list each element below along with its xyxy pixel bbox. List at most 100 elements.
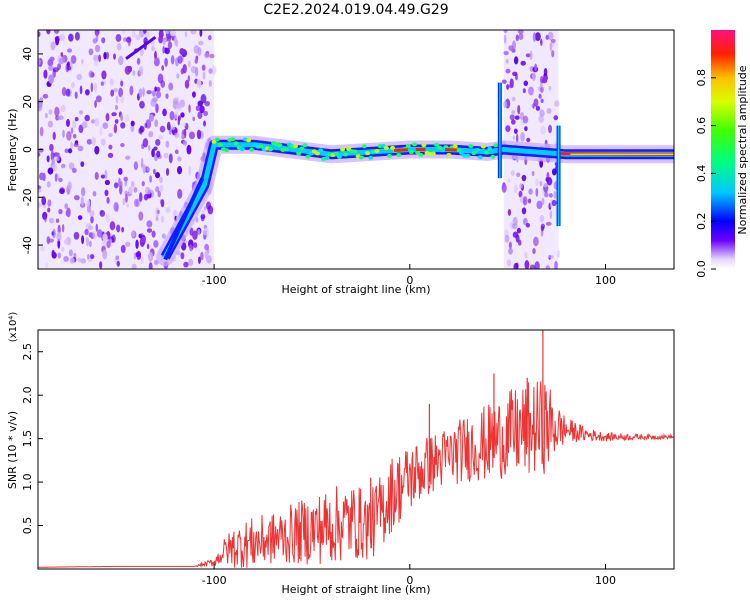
noise-blob <box>100 174 106 179</box>
noise-blob <box>540 86 544 93</box>
noise-blob <box>148 114 154 122</box>
noise-blob <box>88 225 94 230</box>
noise-blob <box>535 178 539 187</box>
noise-blob <box>121 30 126 35</box>
noise-blob <box>181 134 185 140</box>
noise-blob <box>160 199 165 208</box>
noise-blob <box>540 82 543 88</box>
noise-blob <box>515 133 519 143</box>
noise-blob <box>540 98 544 104</box>
noise-blob <box>194 58 198 64</box>
noise-blob <box>181 242 187 251</box>
noise-blob <box>99 126 103 137</box>
noise-blob <box>177 156 182 162</box>
signal-blob <box>352 149 358 154</box>
noise-blob <box>62 129 65 138</box>
noise-blob <box>88 232 93 238</box>
colorbar-tick-label: 0.2 <box>695 212 708 230</box>
noise-blob <box>60 52 64 57</box>
signal-blob <box>336 154 342 159</box>
noise-blob <box>159 184 164 192</box>
noise-blob <box>545 221 552 226</box>
noise-blob <box>148 130 154 138</box>
noise-blob <box>57 115 64 121</box>
noise-blob <box>91 136 97 145</box>
noise-blob <box>46 236 51 245</box>
signal-blob <box>324 156 330 161</box>
noise-blob <box>516 172 521 178</box>
noise-blob <box>138 211 144 221</box>
noise-blob <box>544 192 549 198</box>
noise-blob <box>513 184 519 194</box>
signal-blob <box>318 148 324 153</box>
noise-blob <box>48 109 53 115</box>
noise-blob <box>161 233 166 239</box>
noise-blob <box>154 50 157 60</box>
snr-ytick-label: 1.5 <box>21 430 34 448</box>
signal-blob <box>408 150 414 155</box>
noise-blob <box>124 155 131 160</box>
signal-blob <box>333 151 339 156</box>
noise-blob <box>516 227 522 234</box>
noise-blob <box>172 209 178 219</box>
noise-blob <box>151 148 155 158</box>
noise-blob <box>58 177 63 183</box>
noise-blob <box>540 125 546 135</box>
noise-blob <box>126 202 129 208</box>
noise-blob <box>188 104 191 113</box>
signal-blob <box>383 145 389 150</box>
noise-blob <box>512 231 519 238</box>
noise-blob <box>52 67 59 73</box>
noise-blob <box>505 125 511 132</box>
noise-blob <box>138 66 144 77</box>
noise-blob <box>143 30 147 35</box>
noise-blob <box>109 78 114 86</box>
noise-blob <box>105 113 110 122</box>
noise-blob <box>203 206 207 211</box>
noise-blob <box>39 126 44 137</box>
noise-blob <box>88 48 94 56</box>
noise-blob <box>139 125 143 135</box>
noise-blob <box>146 90 152 95</box>
noise-blob <box>123 176 129 182</box>
noise-blob <box>146 243 150 250</box>
noise-blob <box>549 41 553 52</box>
noise-blob <box>86 199 91 207</box>
noise-blob <box>73 231 80 240</box>
noise-blob <box>177 55 183 64</box>
noise-blob <box>157 190 161 198</box>
noise-blob <box>200 93 207 104</box>
signal-blob <box>299 146 305 151</box>
noise-blob <box>159 125 166 133</box>
noise-blob <box>194 66 199 77</box>
signal-blob <box>246 138 252 143</box>
noise-blob <box>100 81 105 86</box>
noise-blob <box>66 131 72 141</box>
noise-blob <box>162 39 166 46</box>
noise-blob <box>95 32 99 42</box>
noise-blob <box>188 128 192 133</box>
noise-blob <box>532 71 536 82</box>
noise-blob <box>80 196 85 206</box>
noise-blob <box>158 35 164 44</box>
noise-blob <box>41 196 47 206</box>
noise-blob <box>176 104 182 112</box>
noise-blob <box>50 149 54 159</box>
noise-blob <box>183 261 189 268</box>
noise-blob <box>120 80 124 87</box>
signal-blob <box>214 137 220 142</box>
noise-blob <box>135 34 141 41</box>
noise-blob <box>88 70 94 78</box>
noise-blob <box>151 90 156 97</box>
noise-blob <box>47 120 54 128</box>
noise-blob <box>80 187 86 197</box>
noise-blob <box>48 217 55 224</box>
signal-blob <box>415 150 421 155</box>
noise-blob <box>521 174 527 182</box>
noise-blob <box>61 223 65 233</box>
noise-blob <box>204 249 209 260</box>
noise-blob <box>545 265 551 269</box>
noise-blob <box>106 196 110 204</box>
noise-blob <box>202 71 206 80</box>
noise-blob <box>43 69 48 79</box>
